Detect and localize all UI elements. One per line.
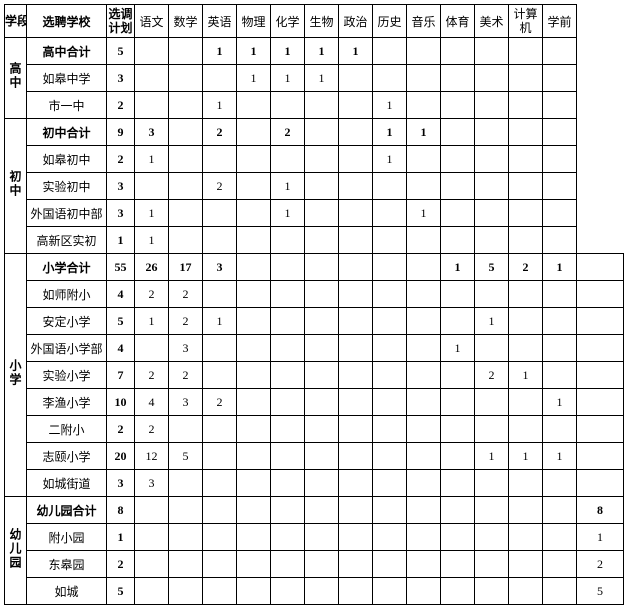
table-row: 附小园 1 1	[5, 524, 624, 551]
cell-school: 东皋园	[27, 551, 107, 578]
col-zhengzhi: 政治	[339, 5, 373, 38]
table-row: 小学 小学合计 55 261731521	[5, 254, 624, 281]
cell-plan: 1	[107, 524, 135, 551]
cell-school: 高新区实初	[27, 227, 107, 254]
col-huaxue: 化学	[271, 5, 305, 38]
cell-plan: 3	[107, 65, 135, 92]
cell-plan: 5	[107, 578, 135, 605]
col-shuxue: 数学	[169, 5, 203, 38]
table-row: 高中 高中合计 5 11111	[5, 38, 624, 65]
cell-school: 如皋中学	[27, 65, 107, 92]
table-row: 外国语小学部 4 31	[5, 335, 624, 362]
cell-plan: 2	[107, 416, 135, 443]
cell-plan: 20	[107, 443, 135, 470]
table-row: 如皋中学 3 111	[5, 65, 624, 92]
col-tiyu: 体育	[441, 5, 475, 38]
table-row: 志颐小学 20 125111	[5, 443, 624, 470]
cell-school: 志颐小学	[27, 443, 107, 470]
stage-chuzhong: 初中	[5, 119, 27, 254]
table-row: 如城 5 5	[5, 578, 624, 605]
table-row: 如皋初中 2 11	[5, 146, 624, 173]
col-stage: 学段	[5, 5, 27, 38]
stage-gaozhong: 高中	[5, 38, 27, 119]
cell-school: 附小园	[27, 524, 107, 551]
cell-plan: 8	[107, 497, 135, 524]
stage-xiaoxue: 小学	[5, 254, 27, 497]
table-row: 李渔小学 10 4321	[5, 389, 624, 416]
table-row: 初中 初中合计 9 32211	[5, 119, 624, 146]
table-row: 外国语初中部 3 111	[5, 200, 624, 227]
cell-school: 市一中	[27, 92, 107, 119]
table-row: 东皋园 2 2	[5, 551, 624, 578]
cell-school: 幼儿园合计	[27, 497, 107, 524]
cell-plan: 3	[107, 470, 135, 497]
cell-plan: 2	[107, 146, 135, 173]
cell-plan: 2	[107, 551, 135, 578]
table-row: 安定小学 5 1211	[5, 308, 624, 335]
table-row: 高新区实初 1 1	[5, 227, 624, 254]
cell-school: 二附小	[27, 416, 107, 443]
col-yinyue: 音乐	[407, 5, 441, 38]
cell-school: 高中合计	[27, 38, 107, 65]
table-row: 如城街道 3 3	[5, 470, 624, 497]
cell-school: 外国语初中部	[27, 200, 107, 227]
col-yingyu: 英语	[203, 5, 237, 38]
cell-school: 如城街道	[27, 470, 107, 497]
col-jisuanji: 计算机	[509, 5, 543, 38]
header-row: 学段 选聘学校 选调计划 语文 数学 英语 物理 化学 生物 政治 历史 音乐 …	[5, 5, 624, 38]
cell-plan: 5	[107, 308, 135, 335]
cell-school: 实验小学	[27, 362, 107, 389]
table-row: 二附小 2 2	[5, 416, 624, 443]
cell-plan: 10	[107, 389, 135, 416]
cell-school: 初中合计	[27, 119, 107, 146]
col-meishu: 美术	[475, 5, 509, 38]
cell-plan: 3	[107, 173, 135, 200]
cell-school: 如城	[27, 578, 107, 605]
cell-plan: 2	[107, 92, 135, 119]
cell-plan: 3	[107, 200, 135, 227]
cell-plan: 4	[107, 281, 135, 308]
stage-youeryuan: 幼儿园	[5, 497, 27, 605]
table-row: 市一中 2 11	[5, 92, 624, 119]
col-lishi: 历史	[373, 5, 407, 38]
table-row: 如师附小 4 22	[5, 281, 624, 308]
cell-school: 安定小学	[27, 308, 107, 335]
cell-plan: 1	[107, 227, 135, 254]
col-school: 选聘学校	[27, 5, 107, 38]
cell-plan: 4	[107, 335, 135, 362]
cell-school: 小学合计	[27, 254, 107, 281]
col-shengwu: 生物	[305, 5, 339, 38]
cell-school: 如皋初中	[27, 146, 107, 173]
table-row: 实验初中 3 21	[5, 173, 624, 200]
col-xueqian: 学前	[543, 5, 577, 38]
recruitment-table: 学段 选聘学校 选调计划 语文 数学 英语 物理 化学 生物 政治 历史 音乐 …	[4, 4, 624, 605]
cell-plan: 9	[107, 119, 135, 146]
col-wuli: 物理	[237, 5, 271, 38]
table-row: 实验小学 7 2221	[5, 362, 624, 389]
table-row: 幼儿园 幼儿园合计 8 8	[5, 497, 624, 524]
cell-school: 如师附小	[27, 281, 107, 308]
cell-plan: 7	[107, 362, 135, 389]
col-plan: 选调计划	[107, 5, 135, 38]
cell-school: 实验初中	[27, 173, 107, 200]
cell-plan: 5	[107, 38, 135, 65]
cell-school: 李渔小学	[27, 389, 107, 416]
cell-school: 外国语小学部	[27, 335, 107, 362]
cell-plan: 55	[107, 254, 135, 281]
col-yuwen: 语文	[135, 5, 169, 38]
